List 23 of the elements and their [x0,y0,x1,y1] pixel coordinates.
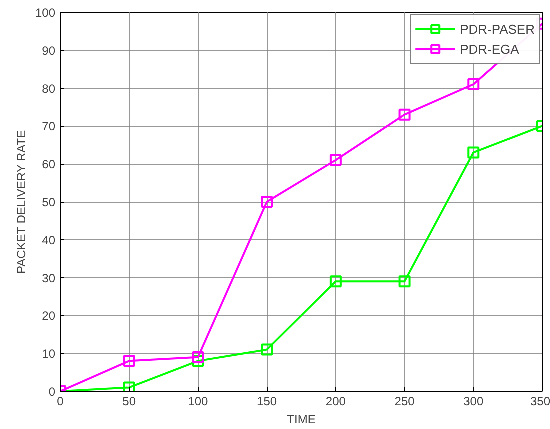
y-tick-label: 60 [42,158,56,172]
x-axis-title: TIME [287,412,316,426]
y-tick-label: 50 [42,196,56,210]
x-tick-label: 350 [530,394,550,408]
y-axis-title: PACKET DELIVERY RATE [14,130,28,274]
y-tick-label: 80 [42,82,56,96]
y-tick-label: 40 [42,233,56,248]
x-tick-label: 0 [57,394,64,408]
legend-label: PDR-PASER [460,22,535,36]
y-tick-label: 20 [42,309,56,324]
y-tick-label: 70 [42,120,56,134]
y-tick-label: 10 [42,347,56,362]
y-tick-label: 0 [48,385,56,399]
x-tick-label: 50 [122,394,136,408]
y-tick-label: 100 [35,6,56,20]
x-tick-label: 300 [464,394,484,408]
x-tick-label: 200 [326,394,346,408]
x-tick-label: 150 [257,394,278,408]
x-tick-label: 250 [394,394,416,408]
legend-label: PDR-EGA [460,42,520,56]
y-tick-label: 30 [42,271,56,286]
x-tick-label: 100 [188,394,209,408]
y-tick-label: 90 [42,44,56,58]
